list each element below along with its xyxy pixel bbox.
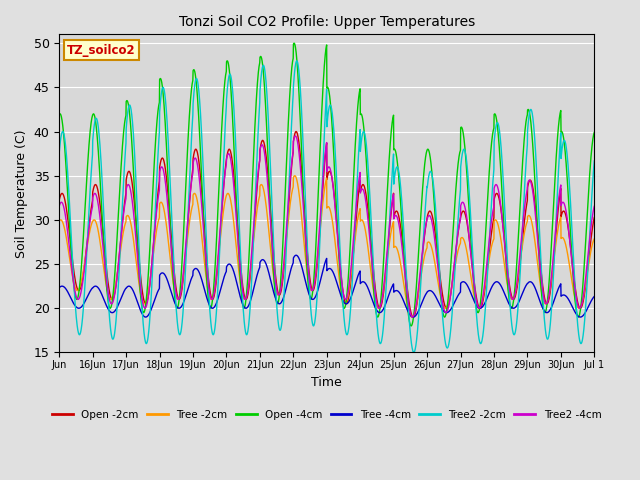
Tree2 -4cm — [109, 300, 116, 305]
Tree2 -4cm — [224, 151, 232, 156]
Open -4cm — [359, 118, 367, 123]
Tree -4cm — [488, 284, 495, 290]
Tree2 -2cm — [56, 149, 63, 155]
Open -4cm — [408, 323, 415, 329]
Open -2cm — [518, 239, 526, 245]
Tree2 -4cm — [408, 314, 416, 320]
Open -4cm — [518, 165, 526, 171]
Tree2 -2cm — [518, 230, 526, 236]
Tree -4cm — [292, 252, 300, 258]
Open -2cm — [583, 271, 591, 277]
Tree2 -2cm — [109, 336, 116, 342]
Open -2cm — [359, 181, 367, 187]
Open -2cm — [488, 226, 496, 231]
X-axis label: Time: Time — [312, 376, 342, 389]
Open -4cm — [109, 295, 116, 300]
Tree2 -2cm — [591, 158, 598, 164]
Tree -2cm — [408, 314, 416, 320]
Open -2cm — [409, 314, 417, 320]
Tree -2cm — [518, 244, 526, 250]
Tree2 -2cm — [293, 58, 301, 64]
Tree -2cm — [359, 218, 367, 224]
Tree2 -4cm — [56, 203, 63, 209]
Line: Open -4cm: Open -4cm — [60, 43, 595, 326]
Tree -4cm — [518, 291, 526, 297]
Line: Tree2 -4cm: Tree2 -4cm — [60, 136, 595, 317]
Tree2 -4cm — [591, 204, 598, 209]
Title: Tonzi Soil CO2 Profile: Upper Temperatures: Tonzi Soil CO2 Profile: Upper Temperatur… — [179, 15, 475, 29]
Tree2 -4cm — [359, 186, 367, 192]
Tree -2cm — [583, 272, 591, 277]
Tree -2cm — [224, 191, 232, 196]
Legend: Open -2cm, Tree -2cm, Open -4cm, Tree -4cm, Tree2 -2cm, Tree2 -4cm: Open -2cm, Tree -2cm, Open -4cm, Tree -4… — [48, 405, 605, 424]
Tree2 -4cm — [583, 262, 591, 267]
Open -4cm — [291, 40, 298, 46]
Tree2 -2cm — [410, 349, 417, 355]
Open -4cm — [488, 136, 496, 142]
Open -4cm — [56, 112, 63, 118]
Open -4cm — [583, 215, 591, 220]
Tree -4cm — [577, 314, 584, 320]
Tree2 -4cm — [518, 227, 526, 233]
Open -4cm — [224, 60, 232, 66]
Line: Tree -2cm: Tree -2cm — [60, 176, 595, 317]
Tree -2cm — [109, 294, 116, 300]
Open -2cm — [591, 215, 598, 220]
Tree2 -2cm — [583, 281, 591, 287]
Text: TZ_soilco2: TZ_soilco2 — [67, 44, 136, 57]
Line: Tree2 -2cm: Tree2 -2cm — [60, 61, 595, 352]
Y-axis label: Soil Temperature (C): Soil Temperature (C) — [15, 129, 28, 258]
Tree2 -2cm — [488, 192, 496, 197]
Tree2 -4cm — [488, 214, 496, 219]
Tree -2cm — [56, 218, 63, 224]
Tree2 -2cm — [359, 130, 367, 135]
Open -2cm — [56, 197, 63, 203]
Line: Open -2cm: Open -2cm — [60, 132, 595, 317]
Tree2 -4cm — [292, 133, 300, 139]
Tree -4cm — [224, 262, 232, 267]
Open -2cm — [224, 148, 232, 154]
Tree -2cm — [591, 236, 598, 242]
Tree -4cm — [359, 279, 367, 285]
Tree -4cm — [583, 306, 591, 312]
Tree -2cm — [291, 173, 299, 179]
Tree -4cm — [109, 310, 116, 315]
Open -2cm — [292, 129, 300, 134]
Open -4cm — [591, 130, 598, 135]
Tree -4cm — [56, 285, 63, 290]
Line: Tree -4cm: Tree -4cm — [60, 255, 595, 317]
Tree -2cm — [488, 241, 496, 247]
Open -2cm — [109, 296, 116, 302]
Tree -4cm — [591, 294, 598, 300]
Tree2 -2cm — [224, 78, 232, 84]
